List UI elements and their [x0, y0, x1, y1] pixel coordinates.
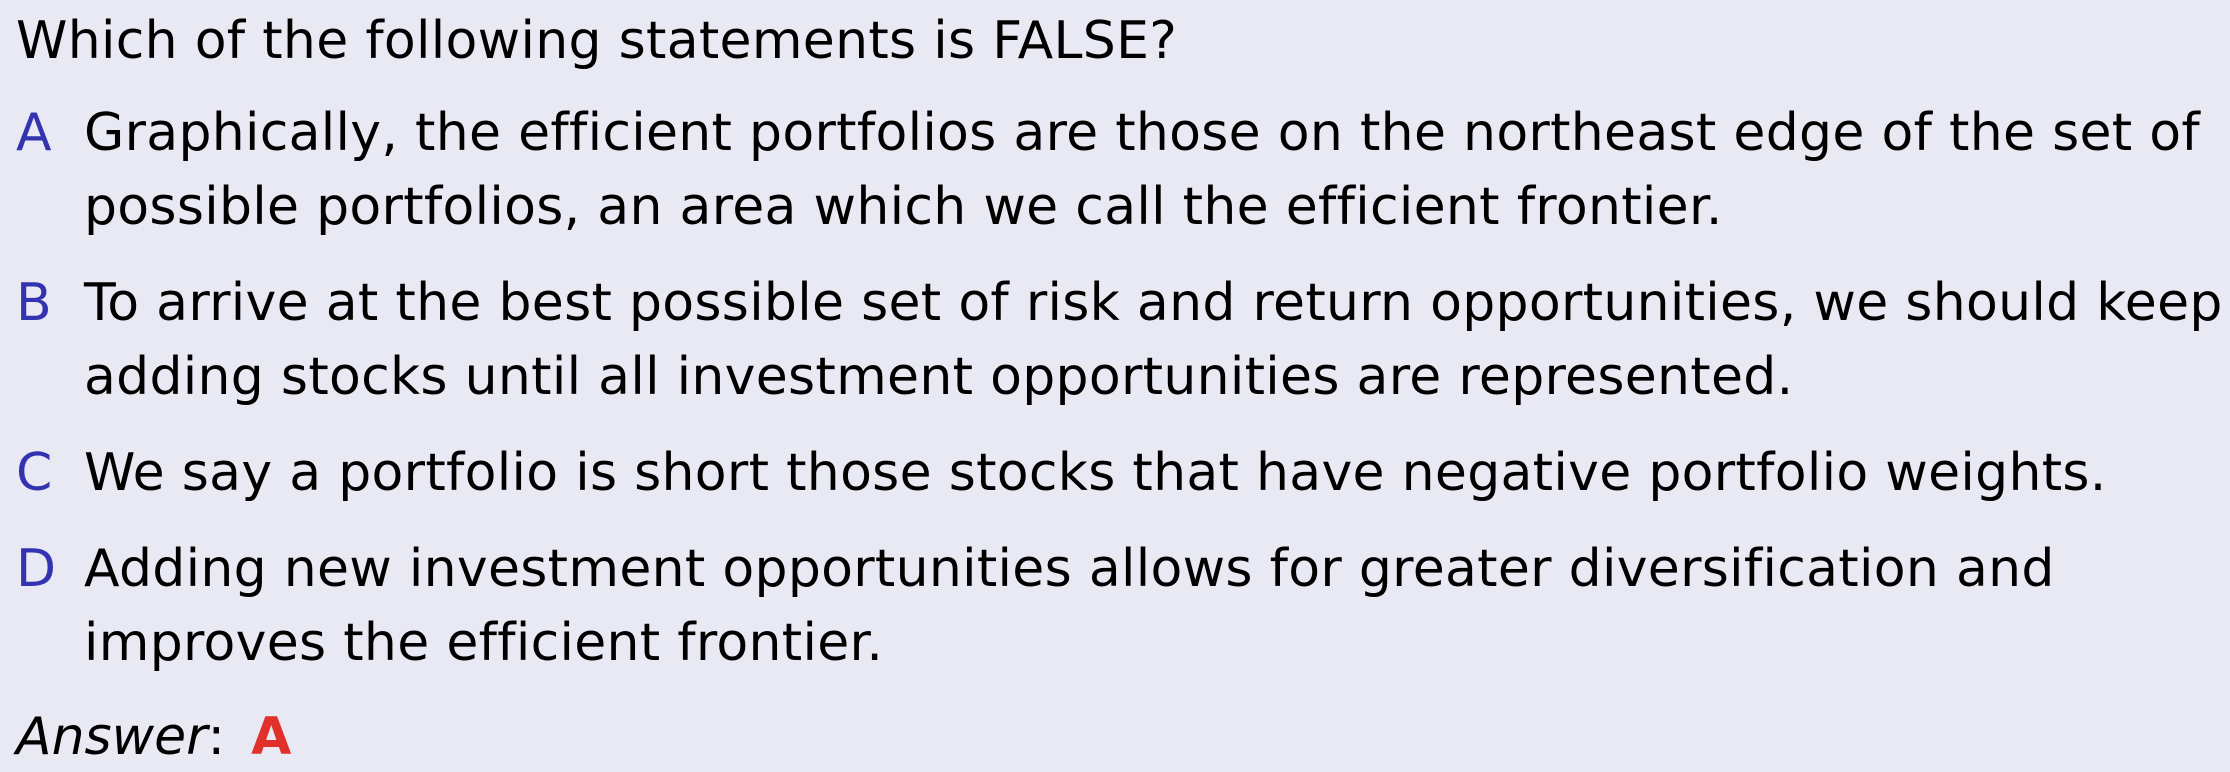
- option-letter: D: [16, 539, 57, 599]
- answer-line: Answer: A: [16, 702, 2230, 772]
- option-b: B To arrive at the best possible set of …: [16, 266, 2230, 414]
- option-text: Adding new investment opportunities allo…: [84, 539, 2055, 673]
- option-letter: B: [16, 273, 52, 333]
- option-text: Graphically, the efficient portfolios ar…: [84, 103, 2200, 237]
- option-text: To arrive at the best possible set of ri…: [84, 273, 2223, 407]
- option-d: D Adding new investment opportunities al…: [16, 532, 2230, 680]
- answer-label: Answer: [16, 707, 208, 767]
- option-text: We say a portfolio is short those stocks…: [84, 443, 2107, 503]
- answer-value: A: [251, 707, 292, 767]
- option-letter: C: [16, 443, 53, 503]
- answer-colon: :: [207, 707, 226, 767]
- option-c: C We say a portfolio is short those stoc…: [16, 436, 2230, 510]
- option-a: A Graphically, the efficient portfolios …: [16, 96, 2230, 244]
- options-list: A Graphically, the efficient portfolios …: [16, 96, 2230, 680]
- option-letter: A: [16, 103, 52, 163]
- question-text: Which of the following statements is FAL…: [16, 11, 1178, 71]
